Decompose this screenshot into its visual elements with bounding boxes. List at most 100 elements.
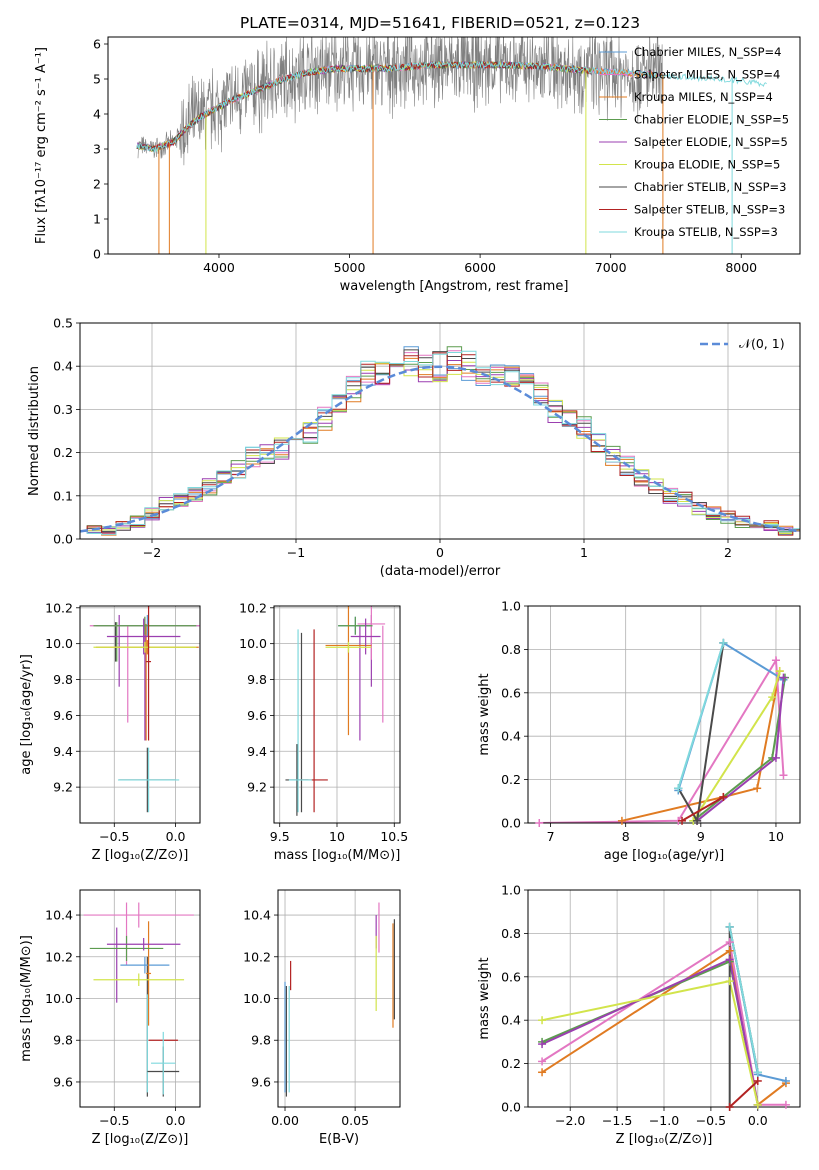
y-tick-label: 10.2 (45, 600, 73, 615)
y-axis-label: Flux [fλ10⁻¹⁷ erg cm⁻² s⁻¹ A⁻¹] (34, 47, 49, 244)
mass-weight-line-chabrier_elodie (541, 960, 759, 1105)
y-tick-label: 0.3 (53, 402, 73, 417)
y-tick-label: 10.2 (239, 600, 267, 615)
chart-mass_vs_Z: −0.5 0.0 9.6 9.8 10.0 10.2 10.4 Z [log₁₀(Z/Z⊙)]… (19, 889, 201, 1147)
y-tick-label: 9.8 (247, 672, 267, 687)
chart-title: PLATE=0314, MJD=51641, FIBERID=0521, z=0… (240, 14, 640, 32)
y-tick-label: 0.6 (501, 969, 521, 984)
x-tick-label: −1.5 (602, 1113, 632, 1128)
x-tick-label: 0.05 (341, 1113, 369, 1128)
x-tick-label: −0.5 (99, 1113, 129, 1128)
y-tick-label: 9.8 (53, 672, 73, 687)
x-tick-label: −2 (143, 545, 161, 560)
x-axis-label: wavelength [Angstrom, rest frame] (340, 279, 569, 294)
legend: Chabrier MILES, N_SSP=4 Salpeter MILES, N… (599, 45, 789, 239)
y-tick-label: 5 (93, 72, 101, 87)
mass-weight-line-kroupa_elodie (541, 979, 759, 1106)
y-tick-label: 1 (93, 212, 101, 227)
y-tick-label: 0.4 (53, 359, 73, 374)
y-tick-label: 10.0 (243, 991, 271, 1006)
plot-area (80, 346, 800, 536)
y-tick-label: 4 (93, 107, 101, 122)
y-tick-label: 9.4 (53, 744, 73, 759)
y-axis-label: mass [log₁₀(M/M⊙)] (19, 935, 34, 1062)
y-tick-label: 0.2 (501, 1056, 521, 1071)
y-tick-label: 9.2 (247, 780, 267, 795)
y-tick-label: 9.2 (53, 780, 73, 795)
y-tick-label: 0.0 (501, 1100, 521, 1115)
histogram-step-kroupa_stelib (80, 350, 800, 535)
y-tick-label: 10.0 (45, 636, 73, 651)
y-tick-label: 0.4 (501, 1013, 521, 1028)
plot-area (89, 606, 200, 813)
y-tick-label: 0.8 (501, 926, 521, 941)
x-tick-label: 10.5 (380, 829, 408, 844)
y-tick-label: 0.4 (501, 729, 521, 744)
x-tick-label: 0.0 (166, 829, 186, 844)
mass-weight-line-salpeter_miles (539, 657, 785, 823)
legend-label: Salpeter MILES, N_SSP=4 (634, 68, 780, 82)
y-tick-label: 9.6 (247, 708, 267, 723)
x-tick-label: −1.0 (649, 1113, 679, 1128)
mass-weight-line-chabrier_miles (677, 641, 785, 791)
y-axis-label: age [log₁₀(age/yr)] (19, 654, 34, 775)
mass-weight-line-salpeter_stelib (729, 1080, 759, 1107)
histogram-step-salpeter_elodie (80, 360, 800, 534)
x-tick-label: 8 (622, 829, 630, 844)
y-tick-label: 3 (93, 142, 101, 157)
y-tick-label: 0.2 (501, 772, 521, 787)
y-tick-label: 9.6 (53, 1074, 73, 1089)
x-tick-label: 9 (697, 829, 705, 844)
legend-label: Kroupa STELIB, N_SSP=3 (634, 225, 778, 239)
x-tick-label: 10 (768, 829, 784, 844)
y-axis-label: mass weight (477, 957, 492, 1039)
y-tick-label: 2 (93, 177, 101, 192)
legend-label: Salpeter STELIB, N_SSP=3 (634, 203, 785, 217)
y-tick-label: 0.8 (501, 642, 521, 657)
plot-area (539, 641, 786, 823)
chart-mass_weight_vs_age: 7 8 9 10 0.0 0.2 0.4 0.6 0.8 1.0 age [log₁₀(age/yr… (477, 599, 801, 863)
y-tick-label: 10.2 (45, 949, 73, 964)
x-tick-label: 6000 (464, 260, 496, 275)
mass-weight-line-kroupa_stelib (677, 642, 725, 789)
x-tick-label: −0.5 (696, 1113, 726, 1128)
legend-label: Chabrier MILES, N_SSP=4 (634, 45, 781, 59)
spectrum-data-line (137, 37, 664, 166)
normal-curve (80, 365, 800, 533)
legend-label: 𝒩(0, 1) (739, 336, 785, 351)
x-tick-label: −0.5 (99, 829, 129, 844)
chart-mass_vs_ebv: 0.00 0.05 9.6 9.8 10.0 10.2 10.4 E(B-V) (243, 889, 401, 1147)
x-tick-label: 5000 (334, 260, 366, 275)
x-tick-label: 1 (580, 545, 588, 560)
chart-age_vs_Z: −0.5 0.0 9.2 9.4 9.6 9.8 10.0 10.2 Z [log₁₀(Z/Z⊙… (19, 600, 201, 863)
y-tick-label: 0.6 (501, 685, 521, 700)
y-tick-label: 1.0 (501, 883, 521, 898)
axes-frame (527, 605, 801, 824)
x-tick-label: 7000 (595, 260, 627, 275)
x-axis-label: Z [log₁₀(Z/Z⊙)] (92, 1132, 189, 1147)
x-tick-label: 8000 (725, 260, 757, 275)
histogram-step-kroupa_elodie (80, 361, 800, 534)
x-tick-label: 9.5 (270, 829, 290, 844)
plot-area (83, 902, 194, 1097)
chart-age_vs_mass: 9.5 10 10.5 9.2 9.4 9.6 9.8 10.0 10.2 mass [log₁₀… (239, 600, 408, 863)
x-tick-label: 10 (329, 829, 345, 844)
x-tick-label: 0.00 (271, 1113, 299, 1128)
y-tick-label: 9.8 (251, 1033, 271, 1048)
y-tick-label: 0 (93, 247, 101, 262)
legend-label: Chabrier ELODIE, N_SSP=5 (634, 113, 789, 127)
axes-frame (79, 605, 201, 824)
y-tick-label: 9.4 (247, 744, 267, 759)
y-tick-label: 0.2 (53, 445, 73, 460)
y-tick-label: 0.0 (53, 532, 73, 547)
y-tick-label: 0.5 (53, 316, 73, 331)
mass-weight-line-kroupa_miles (621, 670, 781, 822)
mass-weight-line-kroupa_stelib (728, 926, 759, 1073)
y-tick-label: 6 (93, 37, 101, 52)
spectrum-model-kroupa_stelib (136, 60, 767, 154)
y-tick-label: 10.2 (243, 949, 271, 964)
y-tick-label: 9.8 (53, 1033, 73, 1048)
legend-label: Chabrier STELIB, N_SSP=3 (634, 180, 786, 194)
mass-weight-line-kroupa_elodie (692, 670, 781, 822)
